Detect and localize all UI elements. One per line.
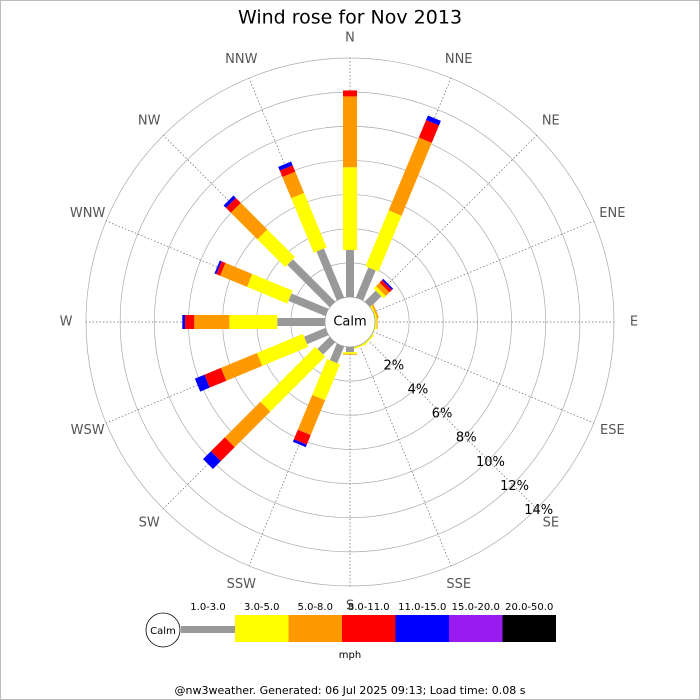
direction-label: ENE [599,206,625,221]
legend-label: 5.0-8.0 [298,602,333,613]
spoke [372,331,595,424]
legend-label: 8.0-11.0 [348,602,390,613]
bar-segment [371,304,379,319]
bar-segment [225,197,241,213]
legend-label: 11.0-15.0 [398,602,446,613]
spoke [367,339,537,509]
bar-segment [329,343,345,364]
bar-segment [223,195,236,208]
bar-segment [287,259,336,308]
bar-segment [256,333,309,366]
bar-segment [246,273,293,304]
y-tick-label: 2% [384,358,405,373]
bar-segment [288,293,329,317]
y-tick-label: 10% [476,455,505,470]
bar-segment [355,267,376,301]
direction-label: ESE [600,423,625,438]
chart-title: Wind rose for Nov 2013 [238,7,462,29]
bar-segment [257,229,296,268]
direction-label: NNW [225,52,257,67]
direction-label: WSW [71,423,105,438]
bar-segment [379,280,392,293]
y-tick-label: 12% [500,479,529,494]
bar-segment [210,437,235,462]
bar-segment [224,401,271,448]
direction-label: SW [139,515,160,530]
bar-segment [220,262,253,287]
legend-swatch [342,615,396,642]
y-tick-label: 8% [456,431,477,446]
bar-segment [260,346,326,412]
unit-label: mph [339,650,361,661]
direction-label: E [630,315,638,330]
legend-swatch [502,615,556,642]
legend-label: 15.0-20.0 [452,602,500,613]
bar-segment [204,367,227,388]
spoke [367,135,537,305]
direction-label: SSW [227,577,257,592]
footer: @nw3weather. Generated: 06 Jul 2025 09:1… [175,684,526,697]
bar-segment [373,286,386,299]
legend-swatch [395,615,449,642]
bar-segment [418,120,440,143]
direction-label: WNW [70,206,106,221]
direction-label: NNE [445,52,473,67]
bar-segment [304,327,329,345]
legend-label: 20.0-50.0 [505,602,553,613]
bar-segment [279,165,296,177]
y-tick-label: 6% [432,407,453,422]
bar-segment [312,358,341,401]
calm-circle [324,296,376,348]
bar-segment [388,137,432,216]
bar-segment [291,192,327,253]
direction-label: NE [542,114,560,129]
direction-label: SE [543,515,559,530]
legend-swatch [181,626,235,633]
y-tick-label: 14% [524,503,553,518]
legend-label: 1.0-3.0 [190,602,225,613]
bar-segment [317,336,336,355]
direction-label: S [346,599,354,614]
bar-segment [220,352,263,381]
legend-swatch [288,615,342,642]
bar-segment [216,261,226,276]
bar-segment [382,278,394,290]
bar-segment [365,210,402,272]
bar-segment [426,115,441,126]
direction-label: SSE [446,577,471,592]
bar-segment [292,439,307,448]
bar-segment [230,202,268,240]
direction-label: N [345,31,355,46]
direction-label: NW [138,114,161,129]
spoke [359,344,452,567]
y-tick-label: 4% [408,382,429,397]
bar-segment [194,374,210,392]
bar-segment [203,451,221,469]
bar-segment [297,394,326,436]
legend-label: 3.0-5.0 [244,602,279,613]
bar-segment [376,282,390,296]
direction-label: W [60,315,73,330]
bar-segment [316,248,345,301]
legend-swatch [449,615,503,642]
spoke [372,220,595,313]
calm-label: Calm [333,315,366,330]
bar-segment [293,429,311,445]
bar-segment [214,260,222,275]
bar-segment [278,161,293,171]
legend-calm [145,612,181,648]
bar-segment [282,171,305,199]
legend-swatch [235,615,289,642]
legend-calm-label: Calm [150,626,176,637]
bar-segment [364,290,382,308]
